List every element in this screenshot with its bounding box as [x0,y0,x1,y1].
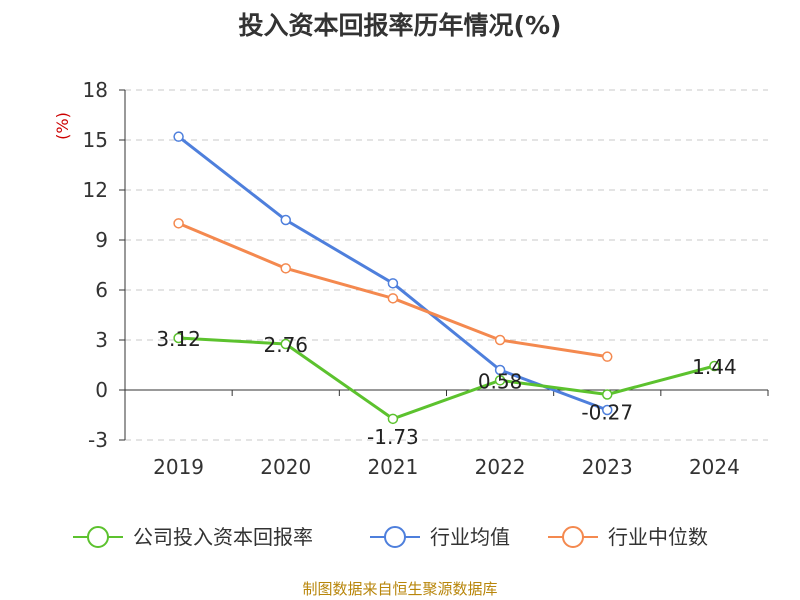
data-point [387,278,399,289]
data-point [494,334,506,346]
data-point [280,214,291,226]
legend-label: 公司投入资本回报率 [133,525,313,549]
data-label: -0.27 [581,401,633,425]
legend: 公司投入资本回报率 行业均值 行业中位数 [73,525,708,549]
legend-marker [384,526,406,548]
y-tick-label: 3 [95,328,108,352]
y-tick-label: 18 [83,78,108,102]
data-labels: 3.12 2.76 -1.73 0.58 -0.27 1.44 [156,327,736,449]
y-tick-label: 6 [95,278,108,302]
data-label: 3.12 [156,327,201,351]
legend-label: 行业中位数 [608,525,708,549]
y-tick-label: 15 [83,128,108,152]
x-tick-label: 2021 [367,455,418,479]
data-point [387,293,399,304]
data-label: 2.76 [263,333,308,357]
x-tick-label: 2022 [475,455,526,479]
y-axis-label: (%) [53,112,72,140]
y-axis: 18 15 12 9 6 3 0 -3 [83,78,126,452]
chart-title: 投入资本回报率历年情况(%) [238,11,562,40]
x-tick-label: 2023 [582,455,633,479]
x-axis: 2019 2020 2021 2022 2023 2024 [124,389,769,479]
data-label: 1.44 [692,355,737,379]
series-line [177,135,608,412]
x-tick-label: 2019 [153,455,204,479]
data-point [173,218,184,229]
legend-marker [562,526,584,548]
x-tick-label: 2024 [689,455,740,479]
legend-label: 行业均值 [430,525,510,549]
data-point [280,338,291,350]
data-label: -1.73 [367,425,419,449]
data-point [494,364,506,376]
y-tick-label: 9 [95,228,108,252]
grid-lines [125,89,768,441]
data-point [602,389,613,400]
y-tick-label: -3 [88,428,108,452]
data-point [602,404,613,416]
y-tick-label: 0 [95,378,108,402]
data-point [173,131,184,142]
data-point [387,413,399,425]
series-lines [173,131,720,425]
data-point [494,375,506,386]
data-point [602,351,613,362]
legend-marker [87,526,109,548]
data-point [173,332,184,344]
y-tick-label: 12 [83,178,108,202]
source-note: 制图数据来自恒生聚源数据库 [302,580,498,598]
data-label: 0.58 [478,369,523,393]
data-point [280,263,291,274]
data-point [709,360,720,372]
x-tick-label: 2020 [260,455,311,479]
series-line [178,336,715,421]
